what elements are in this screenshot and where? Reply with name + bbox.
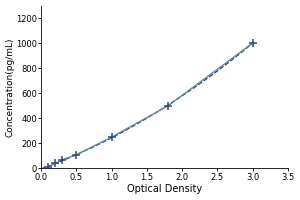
Y-axis label: Concentration(pg/mL): Concentration(pg/mL) <box>6 37 15 137</box>
Point <box>46 166 51 169</box>
Point <box>109 136 114 139</box>
Point <box>74 153 79 156</box>
Point <box>53 162 58 165</box>
Point <box>60 158 65 161</box>
X-axis label: Optical Density: Optical Density <box>127 184 202 194</box>
Point <box>166 104 170 107</box>
Point <box>250 42 255 45</box>
